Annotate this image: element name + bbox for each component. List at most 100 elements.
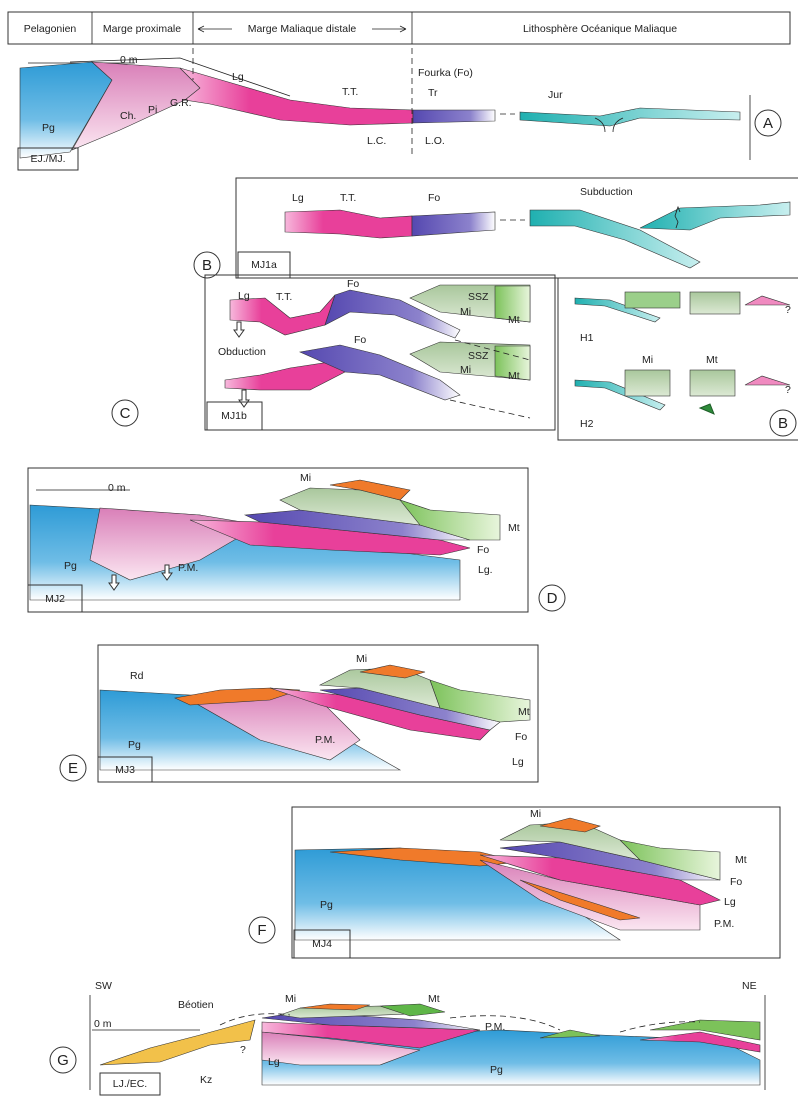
section-g: [50, 995, 765, 1095]
label: Pg: [128, 739, 141, 751]
section-b: [194, 178, 798, 278]
label: Mi: [356, 653, 367, 665]
label: Fo: [730, 876, 742, 888]
label: Mi: [642, 354, 653, 366]
inset-polygon: [745, 296, 790, 305]
label: SSZ: [468, 350, 489, 362]
label: H2: [580, 418, 594, 430]
label: Rd: [130, 670, 144, 682]
label: T.T.: [340, 192, 356, 204]
stage-label: MJ4: [312, 938, 332, 950]
label: Mt: [706, 354, 718, 366]
label: Mi: [530, 808, 541, 820]
label: Pi: [148, 104, 157, 116]
label: Mi: [460, 364, 471, 376]
label: Fo: [428, 192, 440, 204]
section-b-polygon: [640, 202, 790, 230]
label: Mt: [508, 522, 520, 534]
section-c-path: [234, 322, 249, 407]
stage-label: MJ2: [45, 593, 65, 605]
label: Lg.: [478, 564, 493, 576]
label: Pg: [64, 560, 77, 572]
label: P.M.: [315, 734, 335, 746]
label: Ch.: [120, 110, 136, 122]
section-c-polygon: [225, 362, 345, 390]
section-a-polygon: [520, 108, 740, 126]
label: NE: [742, 980, 757, 992]
panel-letter: B: [778, 415, 788, 432]
label: L.C.: [367, 135, 386, 147]
label: Lg: [292, 192, 304, 204]
label: ?: [785, 304, 791, 316]
label: Tr: [428, 87, 438, 99]
label: 0 m: [120, 54, 138, 66]
label: ?: [785, 384, 791, 396]
label: Lg: [238, 290, 250, 302]
label: ?: [240, 1044, 246, 1056]
header-cell: Lithosphère Océanique Maliaque: [523, 23, 677, 35]
panel-letter: G: [57, 1052, 69, 1069]
label: Pg: [490, 1064, 503, 1076]
label: L.O.: [425, 135, 445, 147]
inset-path: [700, 404, 714, 414]
label: Jur: [548, 89, 563, 101]
section-e: [60, 645, 538, 782]
label: Mi: [460, 306, 471, 318]
panel-letter: D: [547, 590, 558, 607]
section-g-polygon: [100, 1020, 255, 1065]
panel-letter: C: [120, 405, 131, 422]
section-a-polygon: [413, 110, 495, 123]
label: Mi: [285, 993, 296, 1005]
header-cell: Pelagonien: [24, 23, 77, 35]
label: Kz: [200, 1074, 212, 1086]
label: SW: [95, 980, 112, 992]
stage-label: EJ./MJ.: [30, 153, 65, 165]
label: Mt: [735, 854, 747, 866]
section-b-polygon: [412, 212, 495, 236]
label: Lg: [724, 896, 736, 908]
label: P.M.: [714, 918, 734, 930]
label: Lg: [268, 1056, 280, 1068]
stage-label: LJ./EC.: [113, 1078, 147, 1090]
label: P.M.: [178, 562, 198, 574]
panel-letter: E: [68, 760, 78, 777]
stage-label: MJ1a: [251, 259, 277, 271]
stage-label: MJ3: [115, 764, 135, 776]
label: Mi: [300, 472, 311, 484]
label: 0 m: [108, 482, 126, 494]
label: Fo: [354, 334, 366, 346]
label: SSZ: [468, 291, 489, 303]
label: Fo: [347, 278, 359, 290]
inset: [558, 278, 798, 440]
label: Fourka (Fo): [418, 67, 473, 79]
inset-rect: [625, 370, 670, 396]
label: Lg: [232, 71, 244, 83]
label: Fo: [515, 731, 527, 743]
label: Obduction: [218, 346, 266, 358]
header-cell: Marge proximale: [103, 23, 181, 35]
inset-rect: [690, 292, 740, 314]
panel-letter: A: [763, 115, 773, 132]
stage-label: MJ1b: [221, 410, 247, 422]
label: P.M.: [485, 1021, 505, 1033]
section-a-polygon: [180, 68, 413, 125]
label: Mt: [518, 706, 530, 718]
label: Mt: [508, 370, 520, 382]
inset-rect: [625, 292, 680, 308]
label: H1: [580, 332, 594, 344]
label: Mt: [428, 993, 440, 1005]
label: G.R.: [170, 97, 192, 109]
label: 0 m: [94, 1018, 112, 1030]
panel-letter: B: [202, 257, 212, 274]
figure: Pelagonien Marge proximale Marge Maliaqu…: [0, 0, 798, 1097]
label: T.T.: [276, 291, 292, 303]
inset-rect: [690, 370, 735, 396]
panel-letter: F: [257, 922, 266, 939]
label: Pg: [320, 899, 333, 911]
inset-polygon: [745, 376, 790, 385]
label: Mt: [508, 314, 520, 326]
label: T.T.: [342, 86, 358, 98]
label: Lg: [512, 756, 524, 768]
header-cell: Marge Maliaque distale: [248, 23, 357, 35]
section-f: [249, 807, 780, 958]
